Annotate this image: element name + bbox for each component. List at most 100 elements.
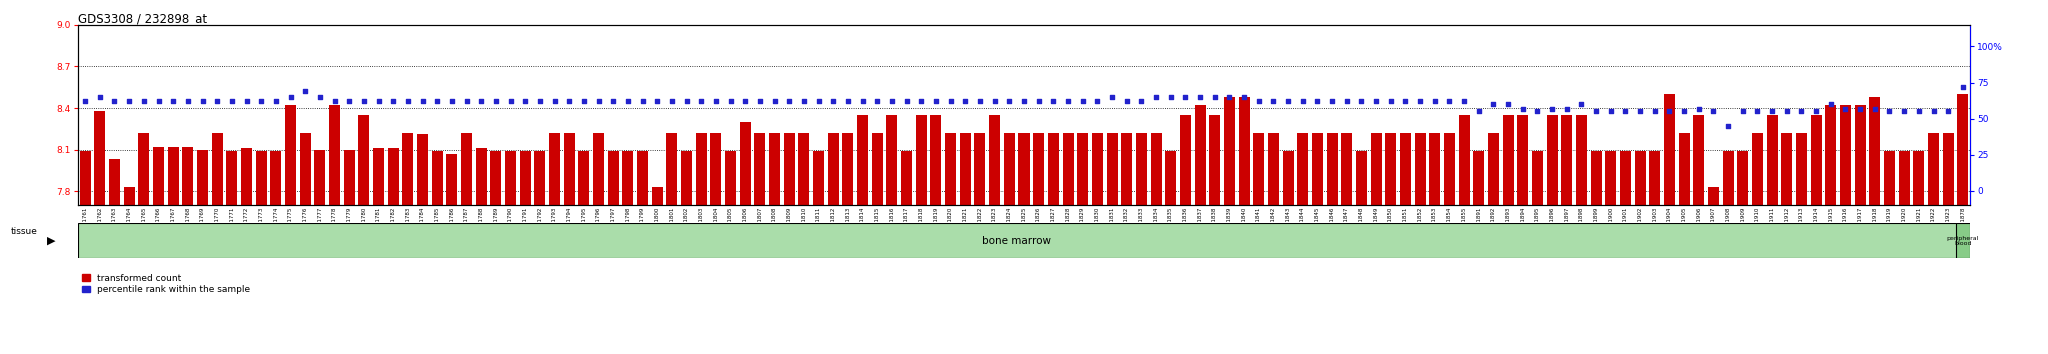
Point xyxy=(334,98,367,104)
Bar xyxy=(1253,133,1264,205)
Point xyxy=(98,98,131,104)
Point xyxy=(436,98,469,104)
Point xyxy=(1888,109,1921,114)
Bar xyxy=(123,187,135,205)
Bar xyxy=(1782,133,1792,205)
Bar xyxy=(1282,151,1294,205)
Point xyxy=(1198,94,1231,100)
Point xyxy=(274,94,307,100)
Point xyxy=(655,98,688,104)
Bar xyxy=(358,115,369,205)
Point xyxy=(348,98,381,104)
Bar xyxy=(770,133,780,205)
Bar xyxy=(535,151,545,205)
Bar xyxy=(139,133,150,205)
Bar xyxy=(651,187,664,205)
Point xyxy=(1579,109,1612,114)
Point xyxy=(1419,98,1452,104)
Bar xyxy=(1180,115,1190,205)
Point xyxy=(1124,98,1157,104)
Bar xyxy=(827,133,840,205)
Bar xyxy=(1239,97,1249,205)
Point xyxy=(1769,109,1802,114)
Point xyxy=(979,98,1012,104)
Point xyxy=(846,98,879,104)
Point xyxy=(172,98,205,104)
Bar xyxy=(711,133,721,205)
Bar xyxy=(475,148,487,205)
Bar xyxy=(94,111,104,205)
Point xyxy=(831,98,864,104)
Bar xyxy=(1384,133,1397,205)
Bar xyxy=(387,148,399,205)
Bar xyxy=(256,151,266,205)
Point xyxy=(141,98,174,104)
Bar xyxy=(168,147,178,205)
Bar xyxy=(1577,115,1587,205)
Point xyxy=(1858,106,1890,112)
Point xyxy=(479,98,512,104)
Point xyxy=(1389,98,1421,104)
Point xyxy=(1565,101,1597,107)
Point xyxy=(758,98,791,104)
Bar xyxy=(887,115,897,205)
Bar xyxy=(549,133,559,205)
Bar xyxy=(197,150,209,205)
Point xyxy=(201,98,233,104)
Point xyxy=(1155,94,1188,100)
Bar xyxy=(1855,105,1866,205)
Point xyxy=(391,98,424,104)
Bar xyxy=(1810,115,1821,205)
Bar xyxy=(1341,133,1352,205)
Point xyxy=(1917,109,1950,114)
Point xyxy=(451,98,483,104)
Bar xyxy=(563,133,575,205)
Point xyxy=(1096,94,1128,100)
Bar xyxy=(1208,115,1221,205)
Point xyxy=(877,98,909,104)
Point xyxy=(1462,109,1495,114)
Bar xyxy=(1049,133,1059,205)
Point xyxy=(1653,109,1686,114)
Bar xyxy=(330,105,340,205)
Bar xyxy=(666,133,678,205)
Bar xyxy=(80,151,90,205)
Bar xyxy=(1225,97,1235,205)
Bar xyxy=(1458,115,1470,205)
Point xyxy=(817,98,850,104)
Point xyxy=(596,98,629,104)
Point xyxy=(1243,98,1276,104)
Point xyxy=(1331,98,1364,104)
Bar xyxy=(418,135,428,205)
Point xyxy=(127,98,160,104)
Bar xyxy=(506,151,516,205)
Bar xyxy=(344,150,354,205)
Bar xyxy=(1106,133,1118,205)
Point xyxy=(229,98,262,104)
Bar xyxy=(1444,133,1454,205)
Point xyxy=(1184,94,1217,100)
Bar xyxy=(915,115,928,205)
Point xyxy=(743,98,776,104)
Bar xyxy=(784,133,795,205)
Bar xyxy=(1751,133,1763,205)
Point xyxy=(627,98,659,104)
Point xyxy=(1169,94,1202,100)
Bar xyxy=(1796,133,1806,205)
Point xyxy=(772,98,805,104)
Point xyxy=(1315,98,1348,104)
Point xyxy=(1360,98,1393,104)
Bar xyxy=(1092,133,1102,205)
Point xyxy=(246,98,279,104)
Point xyxy=(1698,109,1731,114)
Bar xyxy=(1503,115,1513,205)
Bar xyxy=(1956,223,1970,258)
Point xyxy=(1434,98,1466,104)
Bar xyxy=(315,150,326,205)
Point xyxy=(1022,98,1055,104)
Bar xyxy=(754,133,766,205)
Bar xyxy=(989,115,999,205)
Point xyxy=(670,98,702,104)
Point xyxy=(1726,109,1759,114)
Point xyxy=(1595,109,1628,114)
